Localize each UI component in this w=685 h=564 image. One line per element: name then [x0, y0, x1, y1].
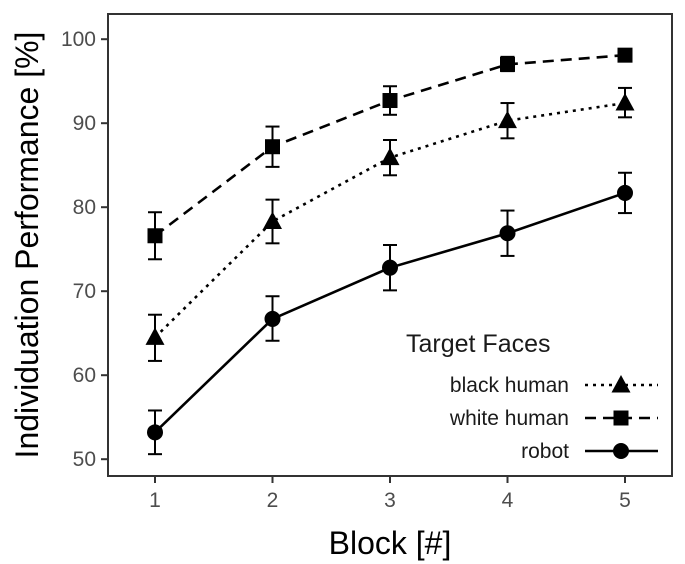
x-axis-title: Block [#]: [329, 525, 452, 561]
data-point-robot: [499, 225, 516, 242]
legend-key-marker-robot: [613, 443, 629, 459]
data-point-robot: [147, 424, 163, 441]
plot-area: 50 60 70 80 90 100 1 2 3 4 5: [61, 13, 673, 512]
y-tick-label: 70: [73, 280, 96, 303]
y-tick-label: 60: [73, 364, 96, 387]
legend-label-white-human: white human: [449, 407, 569, 430]
legend: Target Faces black human white human robot: [406, 330, 658, 463]
data-point-white-human: [617, 47, 633, 63]
y-tick-label: 50: [73, 448, 96, 471]
legend-title: Target Faces: [406, 330, 551, 358]
data-point-black-human: [263, 211, 282, 229]
data-point-black-human: [145, 327, 165, 345]
data-point-robot: [382, 259, 398, 276]
legend-label-black-human: black human: [450, 374, 569, 397]
legend-key-marker-white-human: [613, 410, 629, 426]
y-tick-label: 90: [73, 112, 96, 135]
series-line-black-human: [154, 101, 626, 339]
data-point-robot: [264, 310, 281, 327]
data-point-black-human: [615, 93, 635, 111]
legend-key-marker-black-human: [611, 375, 631, 393]
data-point-black-human: [380, 147, 400, 166]
y-tick-label: 100: [61, 28, 96, 51]
data-point-white-human: [500, 56, 515, 72]
y-axis-title: Individuation Performance [%]: [9, 32, 45, 459]
x-tick-label: 5: [619, 489, 631, 512]
data-point-black-human: [498, 110, 517, 129]
x-tick-label: 2: [267, 489, 279, 512]
x-tick-label: 4: [502, 489, 514, 512]
x-tick-label: 1: [149, 489, 161, 512]
data-point-white-human: [382, 93, 398, 109]
data-point-white-human: [265, 139, 280, 155]
data-point-white-human: [147, 228, 163, 244]
data-point-robot: [617, 184, 633, 201]
x-tick-label: 3: [384, 489, 396, 512]
legend-label-robot: robot: [521, 440, 569, 463]
y-tick-label: 80: [73, 196, 96, 219]
